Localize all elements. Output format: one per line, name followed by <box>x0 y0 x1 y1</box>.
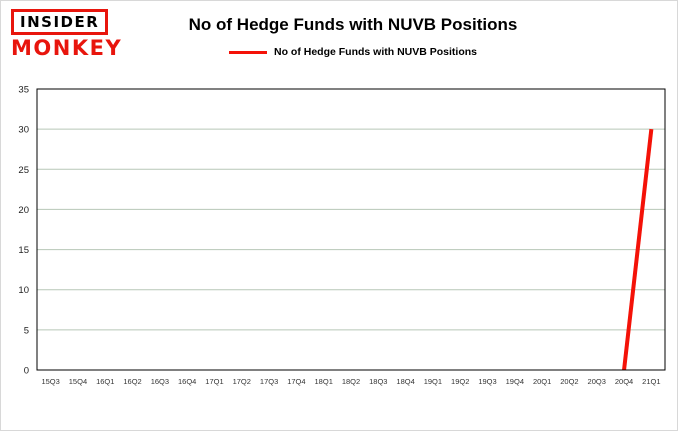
svg-text:30: 30 <box>18 125 29 136</box>
svg-text:5: 5 <box>24 325 29 336</box>
svg-text:17Q4: 17Q4 <box>287 377 305 386</box>
svg-text:19Q2: 19Q2 <box>451 377 469 386</box>
insider-monkey-logo: INSIDER MONKEY <box>11 9 127 60</box>
svg-text:19Q3: 19Q3 <box>478 377 496 386</box>
svg-text:35: 35 <box>18 85 29 96</box>
svg-text:18Q4: 18Q4 <box>396 377 414 386</box>
title-block: No of Hedge Funds with NUVB Positions No… <box>143 9 563 60</box>
svg-text:17Q2: 17Q2 <box>233 377 251 386</box>
svg-text:19Q1: 19Q1 <box>424 377 442 386</box>
svg-text:20Q1: 20Q1 <box>533 377 551 386</box>
svg-text:15Q3: 15Q3 <box>41 377 59 386</box>
header: INSIDER MONKEY No of Hedge Funds with NU… <box>11 9 563 60</box>
legend-line-swatch <box>229 50 267 54</box>
svg-text:18Q1: 18Q1 <box>315 377 333 386</box>
svg-text:20Q4: 20Q4 <box>615 377 633 386</box>
svg-text:15Q4: 15Q4 <box>69 377 87 386</box>
svg-text:21Q1: 21Q1 <box>642 377 660 386</box>
svg-text:17Q1: 17Q1 <box>205 377 223 386</box>
svg-text:20Q2: 20Q2 <box>560 377 578 386</box>
svg-text:18Q2: 18Q2 <box>342 377 360 386</box>
svg-text:19Q4: 19Q4 <box>506 377 524 386</box>
svg-text:25: 25 <box>18 165 29 176</box>
svg-text:20: 20 <box>18 205 29 216</box>
svg-text:16Q1: 16Q1 <box>96 377 114 386</box>
legend: No of Hedge Funds with NUVB Positions <box>229 46 477 58</box>
svg-text:16Q3: 16Q3 <box>151 377 169 386</box>
legend-label: No of Hedge Funds with NUVB Positions <box>274 46 477 58</box>
svg-text:20Q3: 20Q3 <box>588 377 606 386</box>
svg-text:10: 10 <box>18 285 29 296</box>
svg-text:16Q2: 16Q2 <box>123 377 141 386</box>
chart-title: No of Hedge Funds with NUVB Positions <box>188 15 518 34</box>
svg-text:18Q3: 18Q3 <box>369 377 387 386</box>
svg-text:17Q3: 17Q3 <box>260 377 278 386</box>
svg-text:16Q4: 16Q4 <box>178 377 196 386</box>
logo-monkey-text: MONKEY <box>11 36 123 60</box>
svg-text:15: 15 <box>18 245 29 256</box>
logo-insider-text: INSIDER <box>11 9 109 35</box>
svg-text:0: 0 <box>24 366 29 377</box>
